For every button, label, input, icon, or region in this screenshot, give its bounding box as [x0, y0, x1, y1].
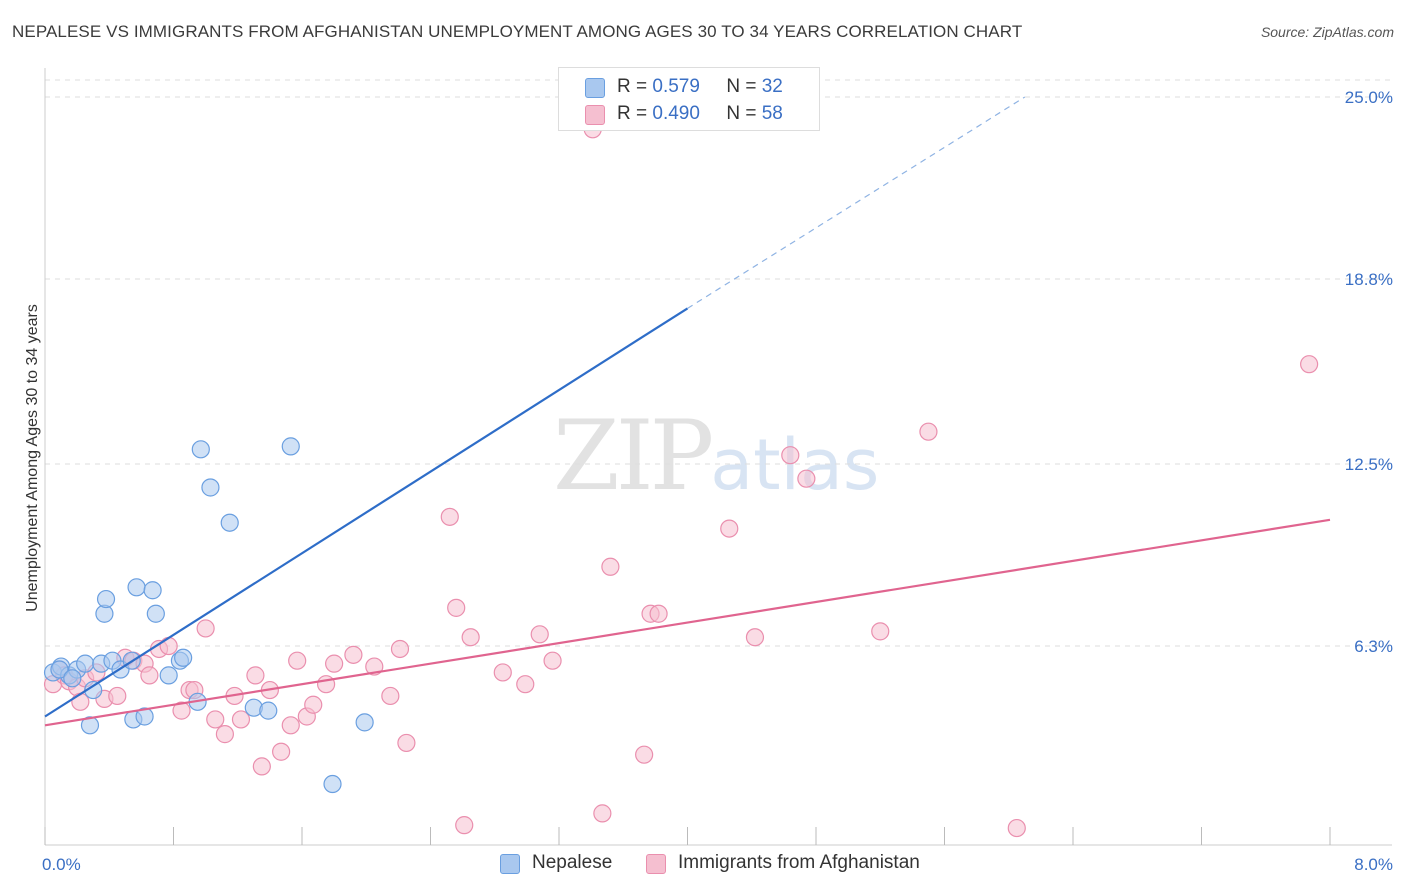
n-value: 58	[761, 103, 783, 124]
point-nepalese	[323, 774, 342, 794]
point-afghanistan	[781, 446, 800, 465]
point-afghanistan	[206, 710, 225, 729]
trendline-nepalese-extension	[687, 96, 1026, 309]
watermark-atlas: atlas	[710, 424, 880, 506]
point-nepalese	[159, 666, 178, 685]
point-nepalese	[135, 707, 154, 726]
point-nepalese	[281, 437, 300, 456]
point-afghanistan	[440, 507, 459, 526]
point-afghanistan	[530, 625, 549, 644]
point-nepalese	[146, 604, 165, 623]
point-afghanistan	[215, 725, 234, 744]
point-afghanistan	[390, 639, 410, 659]
point-afghanistan	[919, 422, 938, 441]
grid-lines	[45, 79, 1392, 647]
stats-legend: R = 0.579 N = 32 R = 0.490 N = 58	[558, 67, 820, 131]
n-label: N =	[726, 103, 757, 124]
point-afghanistan	[344, 645, 363, 664]
point-afghanistan	[543, 651, 562, 670]
point-nepalese	[174, 648, 193, 667]
point-afghanistan	[397, 733, 416, 753]
point-nepalese	[96, 589, 116, 609]
point-afghanistan	[1007, 818, 1026, 838]
point-nepalese	[201, 478, 220, 497]
trendline-afghanistan	[44, 518, 1331, 727]
series-nepalese-points	[43, 437, 374, 794]
point-afghanistan	[316, 675, 336, 694]
bottom-legend-label-afghanistan: Immigrants from Afghanistan	[678, 852, 920, 873]
legend-swatch-nepalese	[585, 78, 605, 98]
x-tick-label: 0.0%	[42, 855, 81, 874]
point-nepalese	[50, 660, 69, 679]
trend-lines	[44, 96, 1331, 727]
point-afghanistan	[381, 686, 400, 706]
point-nepalese	[259, 701, 278, 720]
r-value: 0.490	[652, 103, 700, 124]
point-nepalese	[63, 669, 82, 688]
tick-labels: 6.3% 12.5% 18.8% 25.0% 0.0% 8.0%	[42, 88, 1393, 874]
point-afghanistan	[720, 519, 739, 538]
point-afghanistan	[246, 666, 265, 685]
point-afghanistan	[871, 622, 890, 641]
point-afghanistan	[272, 742, 291, 761]
point-nepalese	[220, 513, 239, 532]
point-afghanistan	[196, 619, 215, 638]
series-afghanistan-points	[43, 120, 1319, 838]
bottom-swatch-afghanistan	[646, 854, 666, 874]
point-afghanistan	[635, 745, 654, 764]
r-label: R =	[617, 103, 648, 124]
point-afghanistan	[231, 710, 251, 729]
source-credit: Source: ZipAtlas.com	[1260, 24, 1394, 40]
point-afghanistan	[493, 663, 512, 682]
point-afghanistan	[649, 604, 668, 623]
point-nepalese	[143, 581, 162, 600]
legend-text-nepalese: R = 0.579 N = 32	[617, 76, 783, 98]
r-value: 0.579	[652, 76, 700, 97]
n-label: N =	[726, 76, 757, 97]
legend-swatch-afghanistan	[585, 105, 605, 125]
r-label: R =	[617, 76, 648, 97]
chart-title: NEPALESE VS IMMIGRANTS FROM AFGHANISTAN …	[12, 22, 1023, 41]
y-axis-title: Unemployment Among Ages 30 to 34 years	[24, 304, 41, 612]
point-afghanistan	[159, 636, 178, 656]
point-afghanistan	[172, 701, 191, 720]
point-afghanistan	[288, 651, 307, 670]
point-nepalese	[76, 654, 95, 673]
y-tick-label: 12.5%	[1345, 455, 1393, 474]
bottom-legend-label-nepalese: Nepalese	[532, 852, 613, 873]
point-afghanistan	[365, 657, 384, 676]
axes	[44, 68, 1392, 846]
point-afghanistan	[252, 757, 271, 776]
point-afghanistan	[304, 695, 323, 714]
y-tick-label: 25.0%	[1345, 88, 1393, 107]
point-afghanistan	[797, 469, 816, 488]
trendline-nepalese	[44, 307, 689, 718]
point-afghanistan	[447, 598, 466, 617]
legend-text-afghanistan: R = 0.490 N = 58	[617, 103, 783, 125]
point-afghanistan	[455, 816, 474, 835]
watermark: ZIPatlas	[553, 400, 879, 512]
point-nepalese	[80, 716, 100, 735]
point-nepalese	[355, 713, 374, 732]
point-nepalese	[127, 578, 146, 597]
point-afghanistan	[140, 666, 159, 685]
y-tick-label: 6.3%	[1354, 637, 1393, 656]
bottom-swatch-nepalese	[500, 854, 520, 874]
watermark-zip: ZIP	[553, 400, 714, 512]
n-value: 32	[761, 76, 783, 97]
point-afghanistan	[461, 628, 480, 647]
point-afghanistan	[108, 686, 127, 706]
point-afghanistan	[281, 716, 300, 735]
point-afghanistan	[593, 804, 612, 823]
point-afghanistan	[516, 675, 535, 694]
point-afghanistan	[745, 628, 765, 647]
point-afghanistan	[601, 557, 620, 576]
point-nepalese	[191, 440, 210, 459]
point-afghanistan	[1300, 355, 1319, 374]
x-tick-label: 8.0%	[1354, 855, 1393, 874]
y-tick-label: 18.8%	[1345, 270, 1393, 289]
point-afghanistan	[325, 654, 344, 673]
